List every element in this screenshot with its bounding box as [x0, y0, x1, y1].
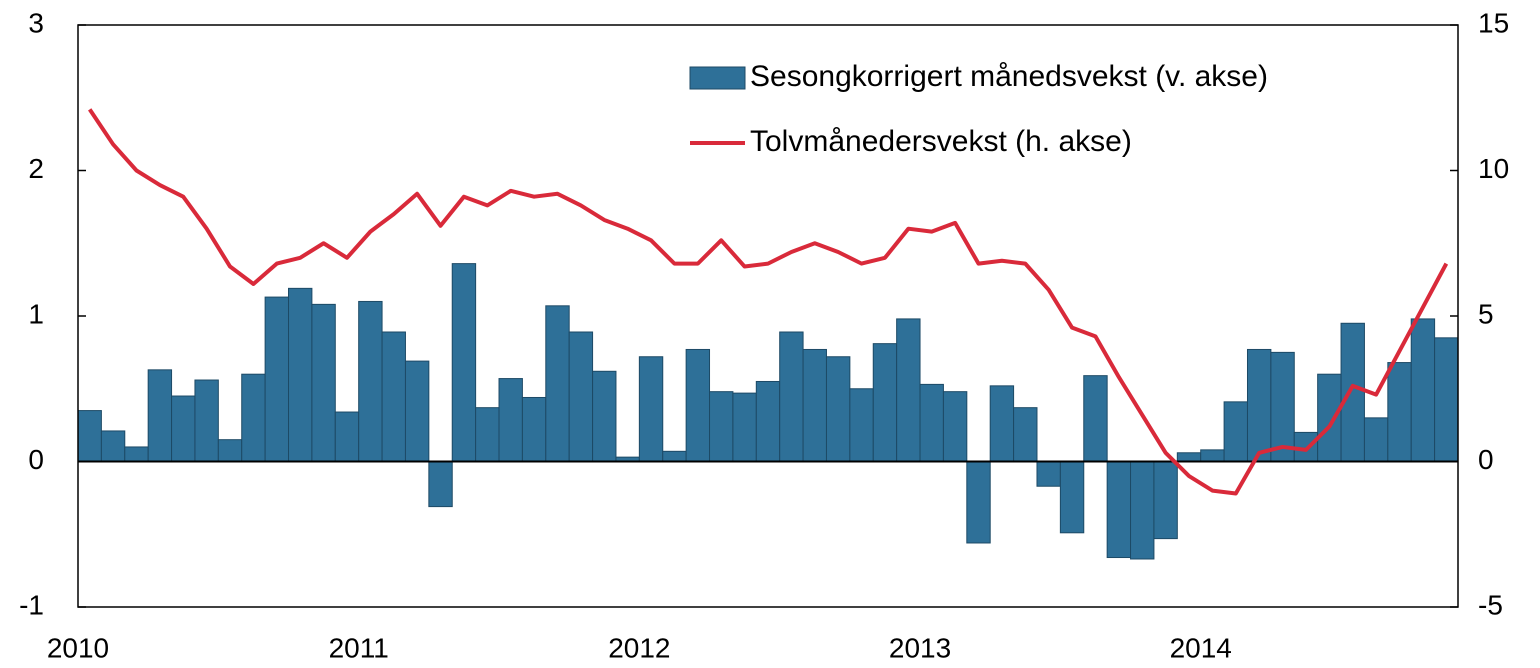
bar: [194, 379, 219, 462]
bar: [1434, 337, 1459, 463]
y-tick-label: -1: [19, 589, 44, 620]
bar: [872, 343, 898, 462]
y2-tick-label: 0: [1478, 444, 1494, 475]
bar: [662, 450, 687, 463]
bar: [1317, 373, 1342, 463]
bar: [732, 392, 757, 462]
line: [88, 108, 1449, 496]
bar: [1410, 318, 1436, 462]
bar: [1387, 362, 1412, 462]
bar: [825, 356, 851, 462]
bar: [358, 300, 383, 463]
y2-tick-label: -5: [1478, 589, 1503, 620]
bar: [1059, 461, 1085, 534]
bar: [475, 407, 500, 463]
bar: [171, 395, 196, 462]
bar: [147, 369, 173, 462]
y-tick-label: 3: [28, 7, 44, 38]
x-tick-label: 2010: [47, 632, 109, 663]
bar: [1153, 461, 1178, 540]
x-tick-label: 2012: [608, 632, 670, 663]
bar: [217, 439, 243, 462]
plot-frame: [77, 24, 1459, 608]
bar: [919, 383, 944, 463]
bar: [1130, 461, 1155, 560]
bar: [451, 263, 477, 462]
x-tick-label: 2011: [329, 632, 389, 663]
bar: [334, 411, 360, 462]
bar: [1223, 401, 1248, 462]
bar: [264, 296, 290, 462]
bar: [755, 380, 781, 463]
bar: [521, 396, 547, 463]
y2-tick-label: 5: [1478, 298, 1494, 329]
bar: [896, 318, 921, 462]
bar: [849, 388, 874, 462]
legend-swatch: [689, 66, 746, 90]
bar: [498, 378, 523, 462]
bar: [241, 373, 266, 463]
bar: [311, 303, 336, 462]
bar: [545, 305, 570, 462]
bar: [77, 410, 102, 463]
y-tick-label: 1: [28, 298, 44, 329]
x-tick-label: 2014: [1170, 632, 1232, 663]
bar: [1246, 348, 1272, 462]
bar: [989, 385, 1015, 462]
y-tick-label: 2: [28, 153, 44, 184]
bar: [1363, 417, 1389, 463]
bar: [685, 348, 711, 462]
bar: [1083, 375, 1108, 462]
bar: [1106, 461, 1132, 559]
bar: [381, 331, 406, 462]
bar: [1013, 407, 1038, 463]
bar: [288, 287, 313, 463]
bar: [638, 356, 664, 462]
bar: [568, 331, 594, 462]
y2-tick-label: 10: [1478, 153, 1509, 184]
bar: [966, 461, 991, 544]
bar: [404, 360, 430, 463]
legend-label: Tolvmånedersvekst (h. akse): [750, 125, 1132, 158]
bar: [1036, 461, 1061, 487]
bar: [802, 348, 827, 462]
y-tick-label: 0: [28, 444, 44, 475]
bar: [779, 331, 804, 462]
y2-tick-label: 15: [1478, 7, 1509, 38]
bar: [1200, 449, 1225, 462]
x-tick-label: 2013: [889, 632, 951, 663]
bar: [124, 446, 149, 463]
bar: [592, 370, 617, 463]
legend-label: Sesongkorrigert månedsvekst (v. akse): [750, 60, 1268, 93]
bar: [709, 391, 734, 462]
bar: [1340, 322, 1365, 462]
bar: [100, 430, 126, 463]
bar: [942, 391, 968, 462]
bar: [1176, 452, 1202, 462]
bar: [428, 461, 453, 508]
